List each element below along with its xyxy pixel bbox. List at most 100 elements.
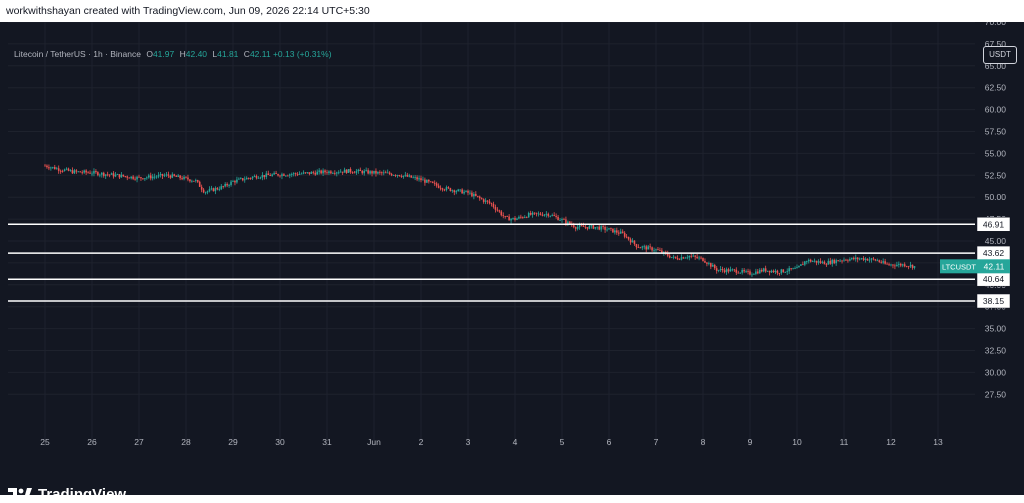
candle-body: [104, 174, 107, 176]
price-chart[interactable]: 27.5030.0032.5035.0037.5040.0042.5045.00…: [0, 22, 1024, 495]
candle-body: [619, 231, 622, 234]
candle-body: [247, 177, 250, 179]
candle-body: [469, 192, 471, 194]
candle-body: [390, 173, 393, 176]
candle-body: [467, 190, 469, 193]
candle-body: [240, 178, 242, 179]
candle-body: [369, 171, 371, 174]
candle-body: [876, 260, 879, 262]
candle-body: [412, 177, 414, 179]
candle-body: [437, 185, 440, 188]
candle-body: [200, 186, 203, 190]
candle-body: [202, 189, 205, 193]
y-tick-label: 27.50: [985, 389, 1007, 399]
currency-button[interactable]: USDT: [983, 46, 1017, 64]
candle-body: [704, 261, 706, 263]
candle-body: [410, 175, 413, 178]
candle-body: [318, 170, 320, 172]
candle-body: [426, 179, 428, 183]
candle-body: [447, 187, 450, 189]
candle-body: [245, 177, 248, 180]
candle-body: [153, 176, 156, 178]
last-price-value: 42.11: [984, 261, 1005, 271]
candle-body: [641, 246, 644, 248]
candle-body: [629, 239, 632, 243]
candle-body: [878, 260, 881, 262]
x-tick-label: 26: [87, 437, 97, 447]
candle-body: [888, 264, 890, 266]
candle-body: [422, 179, 424, 181]
candle-body: [502, 215, 505, 217]
candle-body: [755, 271, 757, 274]
x-tick-label: 7: [654, 437, 659, 447]
candle-body: [617, 232, 620, 234]
candle-body: [482, 199, 485, 202]
candle-body: [715, 268, 718, 271]
candle-body: [778, 273, 781, 274]
candle-body: [128, 177, 131, 179]
candle-body: [545, 213, 548, 215]
candle-body: [306, 172, 309, 174]
chart-panel[interactable]: 27.5030.0032.5035.0037.5040.0042.5045.00…: [0, 22, 1024, 503]
candle-body: [737, 272, 740, 274]
candle-body: [379, 171, 381, 173]
candle-body: [110, 173, 113, 175]
candle-body: [238, 178, 240, 180]
candle-body: [277, 174, 279, 176]
candle-body: [418, 178, 420, 180]
candle-body: [518, 216, 520, 219]
candle-body: [805, 261, 808, 263]
candle-body: [337, 172, 340, 174]
candle-body: [343, 169, 346, 173]
candle-body: [122, 174, 125, 177]
candle-body: [273, 173, 275, 175]
candle-body: [77, 171, 80, 173]
candle-body: [118, 174, 121, 178]
candle-body: [637, 247, 640, 248]
candle-body: [651, 247, 653, 251]
candle-body: [862, 258, 865, 260]
candle-body: [553, 215, 555, 217]
x-tick-label: 29: [228, 437, 238, 447]
candle-body: [241, 178, 244, 181]
legend-close-value: 42.11: [249, 49, 271, 59]
candle-body: [860, 258, 863, 259]
candle-body: [294, 173, 297, 175]
candle-body: [702, 257, 704, 262]
candle-body: [569, 221, 571, 225]
candle-body: [527, 213, 530, 218]
candle-body: [743, 270, 745, 272]
candle-body: [780, 269, 783, 274]
y-tick-label: 57.50: [985, 127, 1007, 137]
candle-body: [332, 173, 334, 174]
candle-body: [741, 270, 743, 273]
candle-body: [525, 217, 528, 218]
candle-body: [75, 170, 78, 172]
candle-body: [520, 216, 522, 218]
candle-body: [680, 257, 683, 260]
candle-body: [218, 189, 221, 191]
candle-body: [290, 174, 293, 175]
last-price-tag: [978, 259, 1010, 274]
attribution-text: workwithshayan created with TradingView.…: [6, 5, 370, 17]
candle-body: [310, 172, 313, 174]
candle-body: [196, 180, 199, 182]
candle-body: [729, 269, 732, 272]
candle-body: [316, 171, 319, 175]
candle-body: [236, 179, 238, 183]
candle-body: [670, 257, 673, 258]
candle-body: [796, 267, 798, 269]
candle-body: [523, 217, 526, 218]
candle-body: [606, 229, 608, 231]
candle-body: [884, 261, 886, 264]
x-tick-label: 2: [419, 437, 424, 447]
candle-body: [717, 270, 720, 271]
candle-body: [326, 172, 328, 174]
y-tick-label: 52.50: [985, 170, 1007, 180]
candle-body: [435, 183, 438, 186]
candle-body: [696, 256, 698, 259]
candle-body: [226, 183, 228, 186]
candle-body: [864, 258, 867, 260]
candle-body: [61, 170, 64, 172]
candle-body: [574, 227, 577, 229]
